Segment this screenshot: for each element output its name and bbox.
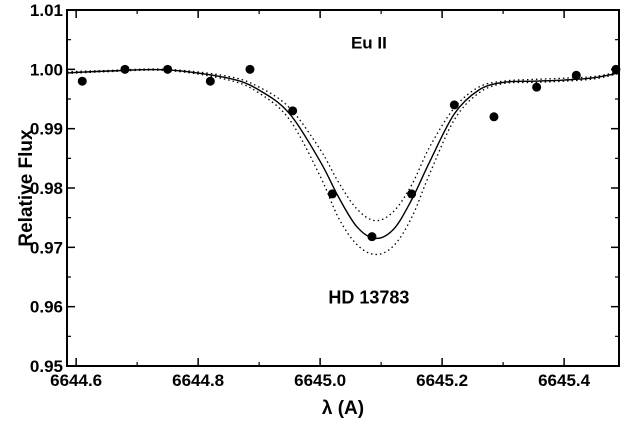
bound-curve: [66, 69, 620, 256]
data-point: [407, 189, 417, 199]
x-tick-label: 6644.8: [172, 371, 224, 390]
data-point: [611, 64, 621, 74]
best-fit-curve: [66, 68, 620, 240]
data-point: [532, 82, 542, 92]
annotation-element: Eu II: [351, 34, 387, 53]
y-tick-label: 0.99: [30, 120, 63, 139]
annotation-star: HD 13783: [328, 288, 409, 308]
data-point: [205, 76, 215, 86]
data-point: [489, 112, 499, 122]
x-tick-label: 6645.0: [294, 371, 346, 390]
data-point: [163, 64, 173, 74]
y-tick-label: 0.96: [30, 298, 63, 317]
axis-ticks: 6644.6 6644.8 6645.0 6645.2 6645.4 0.95 0.96 0.…: [30, 1, 619, 390]
data-point: [571, 70, 581, 80]
y-tick-label: 0.98: [30, 179, 63, 198]
y-tick-label: 1.00: [30, 60, 63, 79]
data-point: [327, 189, 337, 199]
data-point: [288, 106, 298, 116]
model-curves: [66, 68, 620, 256]
data-point: [120, 64, 130, 74]
x-tick-label: 6645.4: [538, 371, 591, 390]
data-point: [367, 232, 377, 242]
plot-frame: [66, 9, 620, 367]
y-tick-label: 0.95: [30, 357, 63, 376]
y-tick-label: 0.97: [30, 238, 63, 257]
bound-curve: [66, 68, 620, 222]
data-point: [449, 100, 459, 110]
y-axis-label: Relative Flux: [16, 129, 37, 247]
data-point: [77, 76, 87, 86]
x-axis-label: λ (A): [322, 398, 364, 419]
x-tick-label: 6645.2: [416, 371, 468, 390]
y-tick-label: 1.01: [30, 1, 63, 20]
observed-points: [77, 64, 621, 242]
data-point: [245, 64, 255, 74]
x-tick-label: 6644.6: [50, 371, 102, 390]
